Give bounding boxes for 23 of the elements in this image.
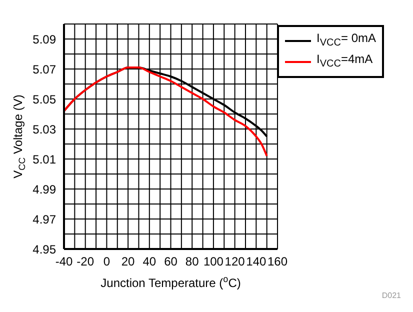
x-tick-label: -20 [76,254,94,269]
y-tick-label: 5.03 [32,122,56,136]
y-tick-label: 4.99 [32,182,56,196]
text: D021 [382,291,401,300]
x-axis-title: Junction Temperature ($^{o}$C) [100,274,241,290]
y-tick-label: 5.05 [32,92,56,106]
x-tick-label: 20 [121,254,136,269]
legend-label: I$_{VCC}$=4mA [316,51,373,72]
y-tick-label: 5.07 [32,62,56,76]
legend-label: I$_{VCC}$= 0mA [316,30,376,50]
x-tick-label: 160 [268,254,288,269]
x-tick-label: 0 [103,254,110,269]
y-tick-label: 5.09 [32,32,56,46]
y-tick-label: 4.95 [32,242,56,256]
x-tick-label: 40 [142,254,156,269]
x-tick-label: 60 [164,254,178,269]
x-tick-label: -40 [55,254,73,269]
x-tick-label: 80 [185,254,200,269]
x-tick-label: 140 [246,254,266,269]
y-tick-label: 4.97 [32,212,56,226]
y-tick-label: 5.01 [32,152,56,166]
x-tick-label: 100 [203,254,224,269]
x-tick-label: 120 [224,254,246,269]
